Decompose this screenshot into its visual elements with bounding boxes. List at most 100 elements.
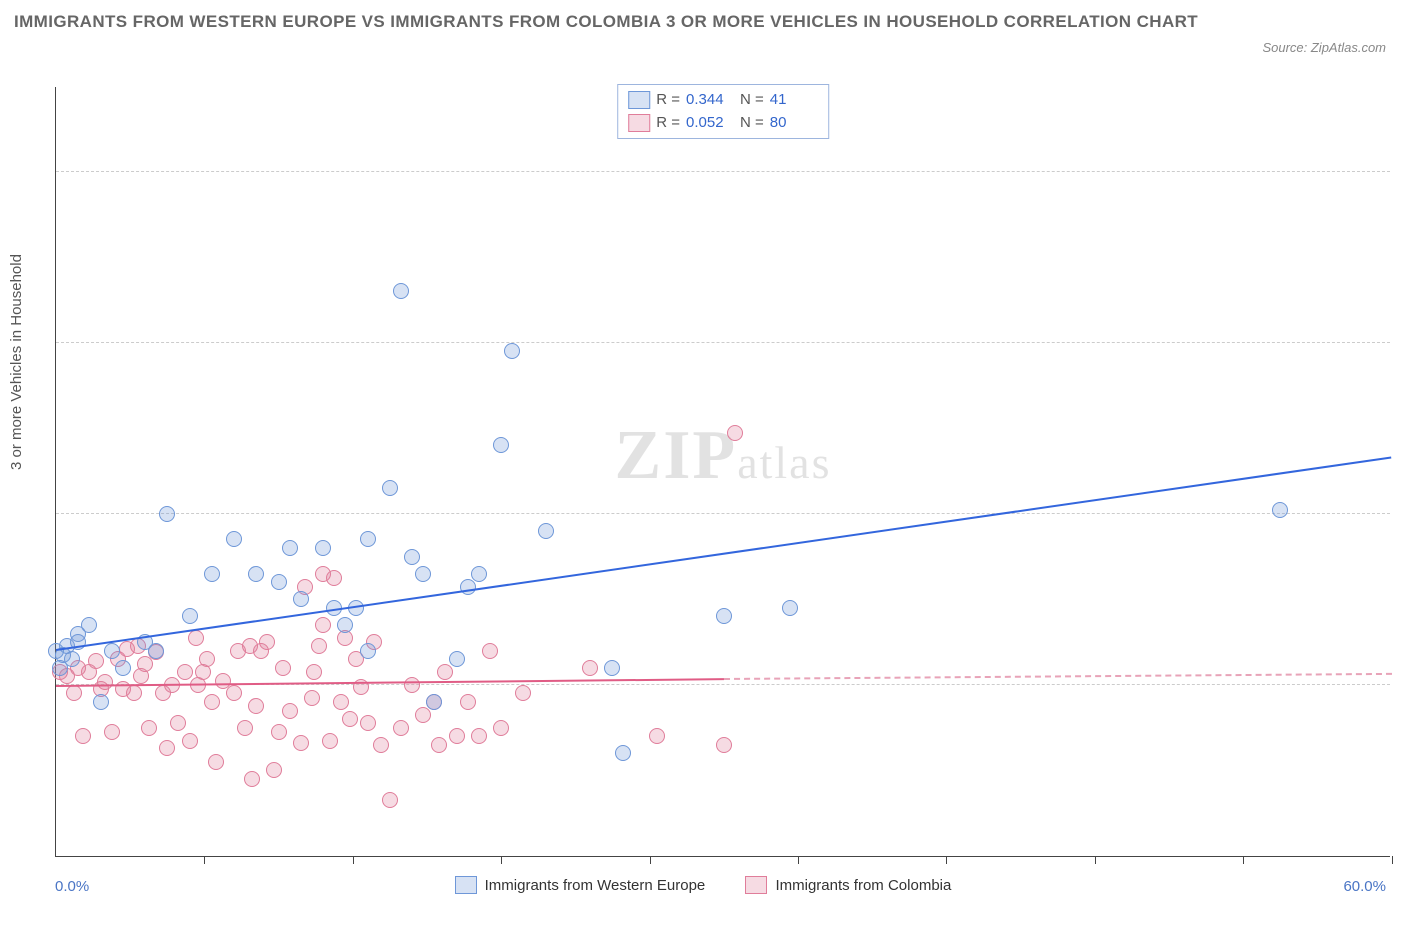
x-tick (1392, 856, 1393, 864)
data-point (716, 608, 732, 624)
data-point (373, 737, 389, 753)
legend-swatch-blue (455, 876, 477, 894)
data-point (315, 540, 331, 556)
x-tick (353, 856, 354, 864)
data-point (415, 707, 431, 723)
data-point (81, 617, 97, 633)
scatter-plot-area: ZIPatlas R =0.344 N =41 R =0.052 N =80 2… (55, 87, 1390, 857)
data-point (104, 643, 120, 659)
data-point (93, 694, 109, 710)
legend-swatch-pink (745, 876, 767, 894)
data-point (188, 630, 204, 646)
data-point (342, 711, 358, 727)
data-point (275, 660, 291, 676)
data-point (159, 740, 175, 756)
legend-row-western-europe: R =0.344 N =41 (628, 89, 818, 112)
data-point (126, 685, 142, 701)
data-point (782, 600, 798, 616)
data-point (170, 715, 186, 731)
data-point (326, 570, 342, 586)
data-point (382, 792, 398, 808)
data-point (360, 715, 376, 731)
data-point (244, 771, 260, 787)
data-point (271, 724, 287, 740)
data-point (449, 728, 465, 744)
data-point (306, 664, 322, 680)
x-tick (650, 856, 651, 864)
legend-item-western-europe: Immigrants from Western Europe (455, 876, 706, 894)
data-point (460, 694, 476, 710)
data-point (393, 720, 409, 736)
data-point (182, 733, 198, 749)
legend-item-colombia: Immigrants from Colombia (745, 876, 951, 894)
data-point (426, 694, 442, 710)
data-point (393, 283, 409, 299)
trend-line (723, 673, 1391, 680)
data-point (304, 690, 320, 706)
data-point (148, 643, 164, 659)
data-point (199, 651, 215, 667)
data-point (482, 643, 498, 659)
data-point (431, 737, 447, 753)
data-point (282, 540, 298, 556)
data-point (716, 737, 732, 753)
data-point (282, 703, 298, 719)
x-tick (1095, 856, 1096, 864)
data-point (615, 745, 631, 761)
source-attribution: Source: ZipAtlas.com (1262, 40, 1386, 55)
data-point (204, 566, 220, 582)
data-point (493, 720, 509, 736)
data-point (493, 437, 509, 453)
data-point (415, 566, 431, 582)
trend-line (56, 678, 724, 687)
grid-line (56, 342, 1390, 343)
data-point (204, 694, 220, 710)
data-point (97, 674, 113, 690)
y-axis-label: 3 or more Vehicles in Household (8, 254, 25, 470)
data-point (177, 664, 193, 680)
x-tick (798, 856, 799, 864)
data-point (649, 728, 665, 744)
data-point (471, 566, 487, 582)
data-point (115, 660, 131, 676)
data-point (311, 638, 327, 654)
legend-swatch-blue (628, 91, 650, 109)
legend-label: Immigrants from Western Europe (485, 877, 706, 894)
x-tick (1243, 856, 1244, 864)
data-point (582, 660, 598, 676)
data-point (471, 728, 487, 744)
data-point (248, 566, 264, 582)
chart-title: IMMIGRANTS FROM WESTERN EUROPE VS IMMIGR… (14, 8, 1206, 35)
data-point (141, 720, 157, 736)
data-point (322, 733, 338, 749)
grid-line (56, 513, 1390, 514)
data-point (315, 617, 331, 633)
data-point (337, 617, 353, 633)
data-point (382, 480, 398, 496)
data-point (360, 643, 376, 659)
data-point (104, 724, 120, 740)
data-point (226, 685, 242, 701)
x-tick (501, 856, 502, 864)
data-point (449, 651, 465, 667)
data-point (515, 685, 531, 701)
data-point (159, 506, 175, 522)
data-point (293, 735, 309, 751)
data-point (226, 531, 242, 547)
data-point (404, 549, 420, 565)
data-point (604, 660, 620, 676)
data-point (237, 720, 253, 736)
data-point (208, 754, 224, 770)
data-point (504, 343, 520, 359)
data-point (333, 694, 349, 710)
data-point (271, 574, 287, 590)
data-point (66, 685, 82, 701)
legend-label: Immigrants from Colombia (775, 877, 951, 894)
grid-line (56, 171, 1390, 172)
watermark: ZIPatlas (615, 416, 832, 496)
data-point (727, 425, 743, 441)
legend-swatch-pink (628, 114, 650, 132)
data-point (88, 653, 104, 669)
data-point (248, 698, 264, 714)
x-tick (946, 856, 947, 864)
